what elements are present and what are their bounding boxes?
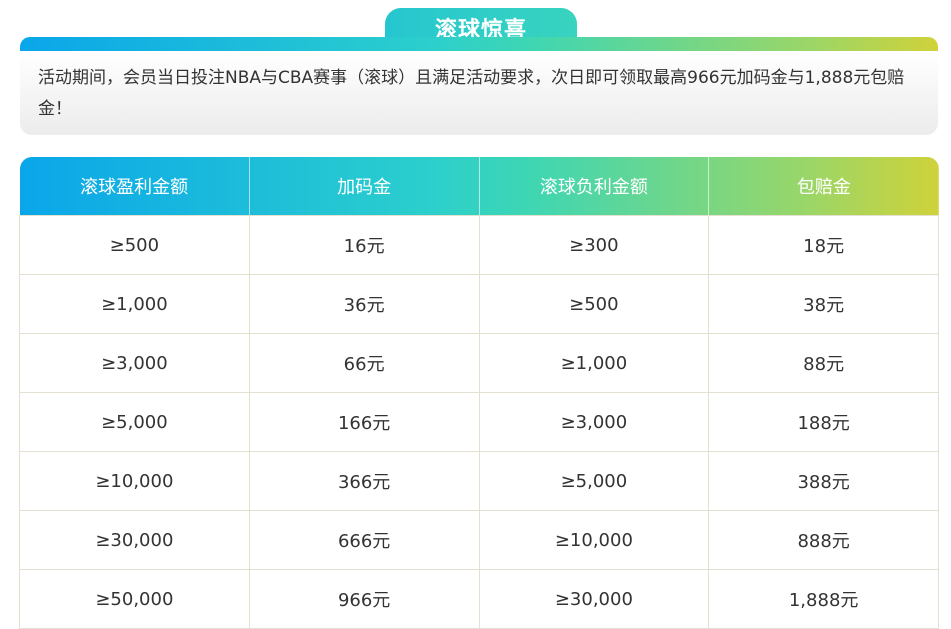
table-cell: ≥50,000 <box>19 569 250 629</box>
table-cell: 66元 <box>248 333 480 393</box>
table-cell: ≥1,000 <box>478 333 710 393</box>
table-cell: ≥5,000 <box>19 392 250 452</box>
table-cell: 388元 <box>708 451 939 511</box>
table-cell: 38元 <box>708 274 939 334</box>
table-cell: 36元 <box>248 274 480 334</box>
table-cell: 16元 <box>248 215 480 275</box>
table-cell: ≥10,000 <box>19 451 250 511</box>
header-cell: 滚球负利金额 <box>479 157 710 216</box>
table-cell: ≥10,000 <box>478 510 710 570</box>
table-cell: ≥30,000 <box>478 569 710 629</box>
table-cell: ≥30,000 <box>19 510 250 570</box>
table-cell: 666元 <box>248 510 480 570</box>
table-row: ≥30,000 666元 ≥10,000 888元 <box>19 510 939 570</box>
table-cell: ≥500 <box>478 274 710 334</box>
table-cell: ≥500 <box>19 215 250 275</box>
table-cell: ≥300 <box>478 215 710 275</box>
table-cell: 966元 <box>248 569 480 629</box>
banner-bar <box>20 37 938 51</box>
info-box: 活动期间，会员当日投注NBA与CBA赛事（滚球）且满足活动要求，次日即可领取最高… <box>20 51 938 135</box>
table-row: ≥50,000 966元 ≥30,000 1,888元 <box>19 569 939 629</box>
header-cell: 包赔金 <box>796 177 851 198</box>
table-row: ≥5,000 166元 ≥3,000 188元 <box>19 392 939 452</box>
table-row: ≥1,000 36元 ≥500 38元 <box>19 274 939 334</box>
table-cell: 888元 <box>708 510 939 570</box>
table-cell: ≥1,000 <box>19 274 250 334</box>
info-text: 活动期间，会员当日投注NBA与CBA赛事（滚球）且满足活动要求，次日即可领取最高… <box>38 68 905 119</box>
table-cell: ≥5,000 <box>478 451 710 511</box>
table-header-row: 滚球盈利金额 加码金 滚球负利金额 包赔金 <box>19 157 939 216</box>
table-cell: 18元 <box>708 215 939 275</box>
table-cell: ≥3,000 <box>478 392 710 452</box>
table-row: ≥10,000 366元 ≥5,000 388元 <box>19 451 939 511</box>
table-cell: 366元 <box>248 451 480 511</box>
header-cell: 加码金 <box>249 157 480 216</box>
table-cell: 188元 <box>708 392 939 452</box>
table-cell: 1,888元 <box>708 569 939 629</box>
table-cell: ≥3,000 <box>19 333 250 393</box>
table-cell: 88元 <box>708 333 939 393</box>
reward-table: 滚球盈利金额 加码金 滚球负利金额 包赔金 ≥500 16元 ≥300 18元 ≥1,0… <box>19 157 939 629</box>
table-cell: 166元 <box>248 392 480 452</box>
table-row: ≥3,000 66元 ≥1,000 88元 <box>19 333 939 393</box>
table-row: ≥500 16元 ≥300 18元 <box>19 215 939 275</box>
header-cell: 滚球盈利金额 <box>19 157 250 216</box>
